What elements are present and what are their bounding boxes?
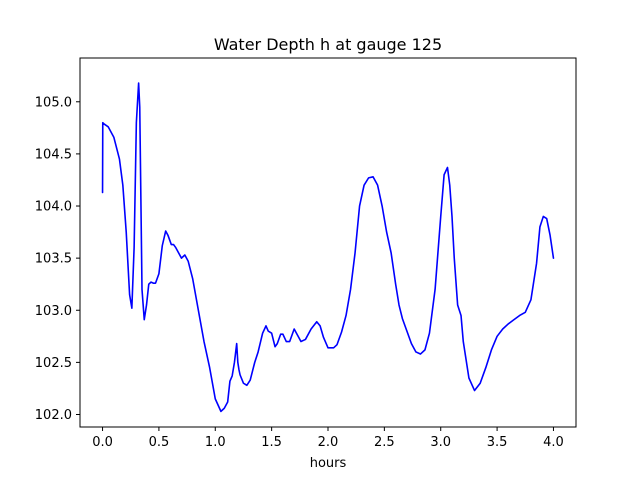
y-tick-label: 104.5 (35, 147, 72, 162)
x-tick-label: 4.0 (543, 435, 564, 450)
y-tick-label: 104.0 (35, 200, 72, 215)
x-axis-label: hours (310, 456, 347, 471)
series-line-1 (101, 82, 555, 413)
series-layer (101, 82, 555, 413)
x-tick-label: 1.0 (205, 435, 226, 450)
x-tick-label: 3.5 (487, 435, 508, 450)
x-tick-label: 3.0 (430, 435, 451, 450)
y-tick-label: 105.0 (35, 95, 72, 110)
x-tick-label: 1.5 (261, 435, 282, 450)
chart-title: Water Depth h at gauge 125 (214, 35, 442, 54)
x-tick-label: 2.0 (318, 435, 339, 450)
plot-area (80, 58, 576, 427)
x-tick-label: 0.0 (92, 435, 113, 450)
y-tick-label: 102.5 (35, 356, 72, 371)
x-tick-label: 0.5 (149, 435, 170, 450)
y-tick-label: 102.0 (35, 408, 72, 423)
y-axis: 102.0 102.5 103.0 103.5 104.0 104.5 105.0 (35, 95, 80, 423)
y-tick-label: 103.0 (35, 304, 72, 319)
y-tick-label: 103.5 (35, 252, 72, 267)
x-axis: 0.0 0.5 1.0 1.5 2.0 2.5 3.0 3.5 4.0 (92, 427, 564, 450)
x-tick-label: 2.5 (374, 435, 395, 450)
